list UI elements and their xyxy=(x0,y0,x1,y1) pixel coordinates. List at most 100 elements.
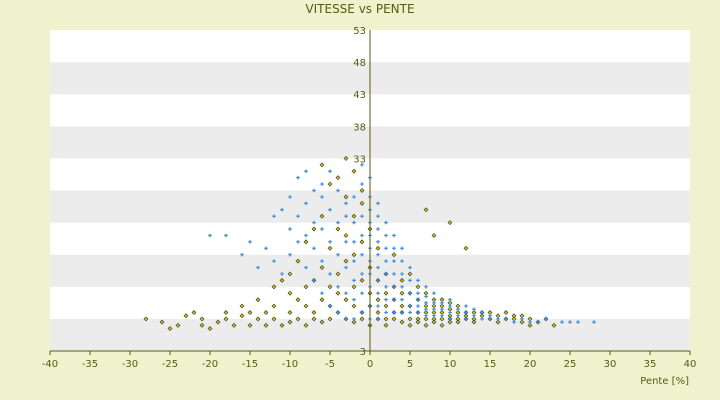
data-point xyxy=(448,297,452,302)
data-point xyxy=(415,284,421,290)
data-point xyxy=(488,313,492,318)
data-point xyxy=(376,265,380,270)
data-point xyxy=(472,313,476,318)
data-point xyxy=(336,188,340,193)
data-point xyxy=(439,322,445,328)
data-point xyxy=(407,316,413,322)
data-point xyxy=(159,319,165,325)
data-point xyxy=(376,291,380,296)
data-point xyxy=(271,316,277,322)
data-point xyxy=(592,320,596,324)
data-point xyxy=(544,317,548,321)
data-point xyxy=(399,290,405,296)
data-point xyxy=(360,252,364,257)
data-point xyxy=(320,291,324,296)
data-point xyxy=(319,265,325,270)
data-point xyxy=(576,320,580,324)
series-diamond-points xyxy=(143,155,557,331)
data-point xyxy=(424,301,428,305)
data-point xyxy=(392,233,396,238)
data-point xyxy=(416,291,420,296)
data-point xyxy=(376,227,380,231)
data-point xyxy=(343,297,349,303)
data-point xyxy=(447,220,453,226)
data-point xyxy=(360,291,364,296)
data-point xyxy=(384,220,388,225)
data-point xyxy=(351,252,357,258)
data-point xyxy=(336,220,340,225)
data-point xyxy=(328,207,332,212)
data-point xyxy=(471,319,477,325)
data-point xyxy=(311,310,317,315)
data-point xyxy=(423,316,429,322)
data-point xyxy=(392,259,396,263)
data-point xyxy=(343,155,349,161)
data-point xyxy=(359,316,365,322)
data-point xyxy=(296,214,300,218)
data-point xyxy=(328,169,332,174)
data-point xyxy=(335,226,341,232)
data-point xyxy=(376,214,380,218)
data-point xyxy=(279,277,285,283)
data-point xyxy=(496,317,500,321)
data-point xyxy=(415,319,421,325)
data-point xyxy=(295,316,301,322)
data-point xyxy=(463,245,469,251)
data-point xyxy=(440,313,444,318)
data-point xyxy=(376,317,380,321)
data-point xyxy=(375,310,381,315)
data-point xyxy=(400,297,404,302)
data-point xyxy=(392,272,396,276)
data-point xyxy=(439,316,445,322)
data-point xyxy=(416,310,420,315)
data-point xyxy=(327,245,333,251)
data-point xyxy=(351,303,357,309)
data-point xyxy=(424,294,428,299)
data-point xyxy=(352,240,356,244)
data-point xyxy=(320,195,324,199)
data-point xyxy=(360,214,364,218)
data-point xyxy=(359,188,365,193)
data-point xyxy=(336,285,340,289)
data-point xyxy=(424,285,428,289)
data-point xyxy=(175,322,181,328)
data-point xyxy=(279,322,285,328)
data-point xyxy=(447,319,453,325)
data-point xyxy=(392,310,396,315)
data-point xyxy=(376,201,380,206)
data-point xyxy=(295,258,301,264)
data-point xyxy=(423,207,429,213)
data-point xyxy=(472,307,476,312)
data-point xyxy=(343,233,349,238)
data-point xyxy=(375,245,381,251)
data-point xyxy=(360,233,364,238)
data-point xyxy=(335,175,341,181)
x-tick-label: -30 xyxy=(122,359,138,370)
data-point xyxy=(400,259,404,263)
data-point xyxy=(360,272,364,276)
data-point xyxy=(287,319,293,325)
data-point xyxy=(271,303,277,309)
data-point xyxy=(288,227,292,231)
data-point xyxy=(383,322,389,328)
data-point xyxy=(327,181,333,187)
data-point xyxy=(455,319,461,325)
x-tick-label: -5 xyxy=(325,359,335,370)
data-point xyxy=(319,213,325,219)
data-point xyxy=(328,240,332,244)
data-point xyxy=(456,307,460,312)
x-tick-label: -25 xyxy=(162,359,178,370)
data-point xyxy=(280,272,284,276)
data-point xyxy=(255,316,261,322)
data-point xyxy=(456,313,460,318)
data-point xyxy=(303,303,309,309)
data-point xyxy=(416,278,420,283)
data-point xyxy=(376,252,380,257)
data-point xyxy=(215,319,221,325)
data-point xyxy=(272,259,276,263)
data-point xyxy=(199,316,205,322)
data-point xyxy=(311,316,317,322)
data-point xyxy=(352,220,356,225)
data-point xyxy=(448,310,452,315)
data-point xyxy=(375,297,381,303)
